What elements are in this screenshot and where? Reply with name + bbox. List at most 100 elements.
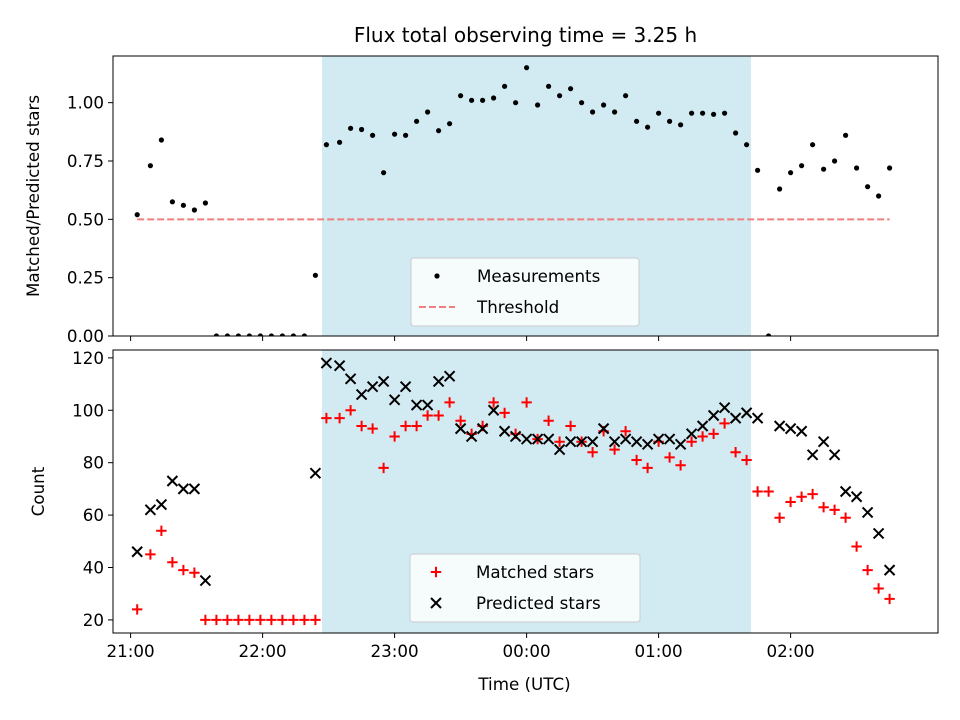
data-point: [630, 436, 643, 448]
data-point: [255, 614, 266, 626]
data-point: [872, 527, 885, 540]
data-point: [222, 614, 233, 626]
data-point: [499, 407, 510, 419]
axes-frame: [112, 55, 939, 337]
data-point: [513, 100, 519, 106]
data-point: [806, 449, 819, 461]
data-point: [392, 131, 398, 137]
data-point: [810, 142, 816, 148]
legend-frame: [409, 553, 641, 623]
data-point: [546, 83, 552, 89]
legend-label-measurements: Measurements: [477, 266, 600, 286]
data-point: [447, 121, 453, 127]
data-point: [444, 397, 455, 408]
data-point: [367, 423, 378, 434]
data-point: [199, 574, 212, 587]
data-point: [213, 333, 219, 336]
data-point: [323, 142, 329, 148]
data-point: [575, 436, 588, 448]
data-point: [722, 110, 728, 116]
data-point: [266, 614, 277, 626]
y-axis-label: Count: [28, 466, 48, 516]
data-point: [641, 438, 654, 451]
data-point: [410, 399, 423, 411]
data-point: [268, 333, 274, 336]
data-point: [718, 401, 731, 414]
legend-swatch-measurements: [434, 273, 440, 279]
x-tick-label: 02:00: [767, 641, 815, 661]
data-point: [334, 412, 345, 424]
y-tick-label: 20: [83, 610, 104, 630]
data-point: [807, 488, 818, 500]
data-point: [554, 436, 565, 447]
data-point: [788, 170, 794, 176]
data-point: [763, 486, 774, 497]
data-point: [436, 128, 442, 134]
bottom-chart-counts: 21:00 22:00 23:00 00:00 01:00 02:00 20 40 60 80 10…: [28, 348, 939, 694]
data-point: [422, 410, 433, 421]
data-point: [359, 126, 365, 133]
data-point: [421, 399, 434, 411]
data-point: [321, 412, 332, 424]
data-point: [839, 485, 852, 498]
data-point: [279, 333, 285, 336]
data-point: [597, 422, 610, 435]
data-point: [828, 449, 841, 461]
legend-swatch-predicted-stars: [430, 597, 442, 609]
y-tick-label: 0.00: [67, 326, 104, 346]
data-point: [755, 167, 761, 173]
data-point: [235, 333, 241, 336]
data-point: [652, 433, 665, 445]
x-tick-label: 21:00: [107, 641, 155, 661]
data-point: [795, 425, 808, 437]
y-tick-label: 0.50: [67, 209, 104, 229]
data-point: [411, 420, 422, 432]
x-axis-label: Time (UTC): [477, 674, 570, 694]
data-point: [818, 502, 829, 513]
legend: Matched stars Predicted stars: [409, 553, 641, 623]
data-point: [310, 614, 321, 626]
data-point: [491, 95, 497, 101]
data-point: [557, 93, 563, 99]
data-point: [469, 97, 475, 103]
data-point: [700, 110, 706, 116]
data-point: [543, 415, 554, 426]
data-point: [246, 333, 252, 336]
data-point: [188, 483, 201, 495]
data-point: [564, 436, 577, 448]
series-predicted-stars: [131, 357, 896, 587]
data-point: [642, 462, 653, 474]
data-point: [377, 375, 390, 388]
data-point: [147, 163, 153, 169]
data-point: [777, 186, 783, 192]
data-point: [191, 207, 197, 213]
legend-frame: [410, 257, 640, 327]
data-point: [873, 583, 884, 594]
data-point: [370, 132, 376, 138]
data-point: [675, 460, 686, 471]
data-point: [752, 486, 763, 497]
data-point: [729, 412, 742, 424]
data-point: [488, 397, 499, 408]
data-point: [674, 438, 687, 451]
data-point: [381, 170, 387, 176]
data-point: [309, 467, 322, 479]
data-point: [785, 496, 796, 508]
data-point: [686, 436, 697, 447]
series-matched-stars: [132, 397, 895, 626]
y-tick-label: 0.25: [67, 268, 104, 288]
data-point: [166, 475, 179, 487]
data-point: [277, 614, 288, 626]
data-point: [132, 604, 143, 615]
legend-label-predicted-stars: Predicted stars: [476, 593, 601, 613]
data-point: [498, 425, 511, 437]
data-point: [850, 491, 863, 503]
data-point: [711, 111, 717, 117]
data-point: [458, 93, 464, 99]
legend-swatch-matched-stars: [430, 566, 442, 578]
data-point: [355, 388, 368, 401]
data-point: [784, 422, 797, 435]
data-point: [862, 564, 873, 576]
data-point: [840, 512, 851, 523]
